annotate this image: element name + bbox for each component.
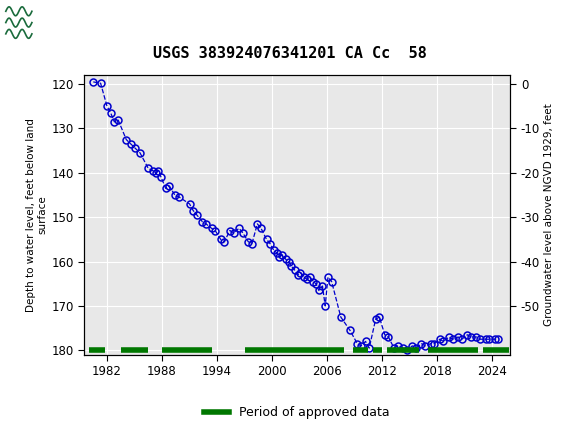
Bar bbox=[6, 3, 58, 42]
Text: USGS: USGS bbox=[67, 12, 135, 33]
Text: USGS 383924076341201 CA Cc  58: USGS 383924076341201 CA Cc 58 bbox=[153, 46, 427, 61]
Y-axis label: Depth to water level, feet below land
surface: Depth to water level, feet below land su… bbox=[26, 118, 47, 312]
Y-axis label: Groundwater level above NGVD 1929, feet: Groundwater level above NGVD 1929, feet bbox=[544, 104, 554, 326]
Legend: Period of approved data: Period of approved data bbox=[200, 401, 395, 424]
